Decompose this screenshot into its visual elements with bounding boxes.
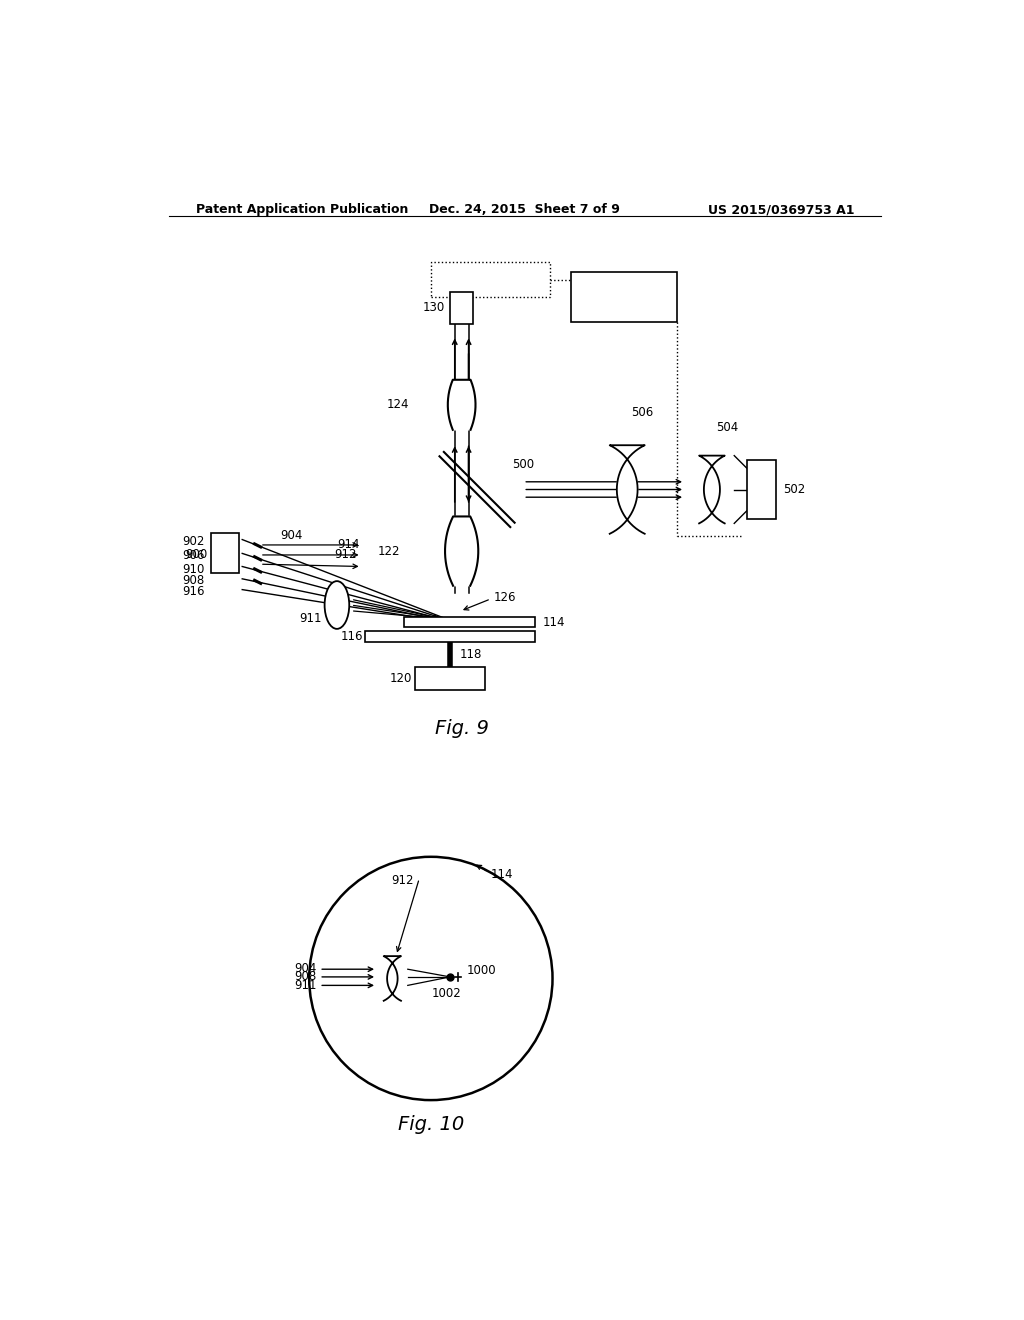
- Text: 124: 124: [387, 399, 410, 412]
- Bar: [366, 631, 535, 642]
- Text: 908: 908: [182, 574, 205, 587]
- Bar: [451, 292, 473, 323]
- Text: 1000: 1000: [467, 964, 497, 977]
- Text: US 2015/0369753 A1: US 2015/0369753 A1: [708, 203, 854, 216]
- Text: 114: 114: [490, 869, 513, 880]
- Text: 908: 908: [295, 970, 316, 983]
- Text: Patent Application Publication: Patent Application Publication: [196, 203, 409, 216]
- Text: 916: 916: [182, 585, 205, 598]
- Text: 912: 912: [334, 548, 356, 561]
- Text: 914: 914: [337, 539, 359, 552]
- Text: 120: 120: [389, 672, 412, 685]
- Text: 126: 126: [494, 591, 516, 603]
- Polygon shape: [699, 455, 725, 524]
- Text: 506: 506: [631, 407, 653, 418]
- Text: 116: 116: [341, 630, 364, 643]
- Text: 114: 114: [543, 616, 565, 630]
- Text: Fig. 10: Fig. 10: [397, 1115, 464, 1134]
- Text: 500: 500: [512, 458, 534, 471]
- Text: 912: 912: [391, 874, 414, 887]
- Bar: [211, 533, 240, 573]
- Bar: [431, 263, 550, 297]
- Text: 118: 118: [460, 648, 482, 661]
- Text: 504: 504: [716, 421, 738, 434]
- Text: Computer: Computer: [593, 273, 655, 286]
- Polygon shape: [384, 956, 401, 1001]
- Bar: [403, 618, 535, 627]
- Text: 911: 911: [295, 979, 316, 991]
- Ellipse shape: [325, 581, 349, 628]
- Text: 900: 900: [185, 548, 208, 561]
- Polygon shape: [445, 516, 478, 586]
- Text: 122: 122: [378, 545, 400, 557]
- Text: 906: 906: [182, 549, 205, 562]
- Text: 136: 136: [612, 302, 636, 314]
- Text: 130: 130: [423, 301, 444, 314]
- Text: subsystem: subsystem: [591, 286, 657, 300]
- Text: 902: 902: [182, 536, 205, 548]
- Bar: [746, 461, 776, 519]
- Text: 911: 911: [299, 612, 322, 626]
- Text: 1002: 1002: [431, 987, 461, 1001]
- Text: Dec. 24, 2015  Sheet 7 of 9: Dec. 24, 2015 Sheet 7 of 9: [429, 203, 621, 216]
- Polygon shape: [447, 380, 475, 430]
- Text: 904: 904: [281, 529, 303, 543]
- Bar: [416, 667, 484, 689]
- Text: 502: 502: [783, 483, 806, 496]
- Text: 910: 910: [182, 564, 205, 576]
- Text: Fig. 9: Fig. 9: [435, 718, 488, 738]
- Polygon shape: [609, 445, 645, 533]
- Bar: [571, 272, 677, 322]
- Text: 904: 904: [295, 962, 316, 975]
